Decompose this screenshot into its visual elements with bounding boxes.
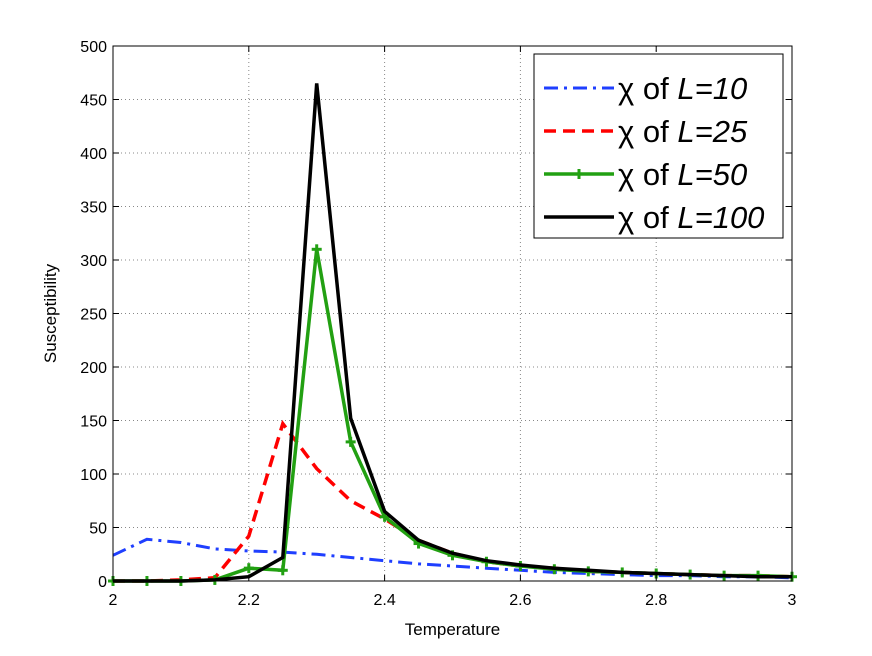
series-point-2 — [243, 563, 254, 574]
series-line-3 — [113, 83, 792, 583]
y-tick-label: 0 — [98, 574, 107, 591]
legend-label: χ of L=25 — [618, 114, 748, 149]
legend-label: χ of L=10 — [618, 71, 747, 106]
y-tick-label: 400 — [80, 146, 107, 163]
legend-label: χ of L=100 — [618, 200, 764, 235]
axis-ticks: 2 2.2 2.4 2.6 2.8 3 0 50 100 150 200 250 300 350 400 45… — [80, 39, 796, 609]
legend-entry-2: χ of L=50 — [544, 157, 747, 192]
series-line-2 — [113, 248, 793, 583]
legend: χ of L=10 χ of L=25 χ of L=50 χ of L=100 — [533, 53, 784, 239]
y-tick-label: 50 — [89, 521, 107, 538]
x-tick-label: 2 — [109, 592, 118, 609]
series-point-2 — [311, 244, 322, 255]
y-tick-label: 200 — [80, 360, 107, 377]
x-tick-label: 2.6 — [509, 592, 531, 609]
series-point-2 — [277, 565, 288, 576]
legend-entry-3: χ of L=100 — [544, 200, 764, 235]
y-axis-label: Susceptibility — [41, 263, 60, 363]
legend-entry-1: χ of L=25 — [544, 114, 748, 149]
x-tick-label: 2.4 — [373, 592, 395, 609]
legend-box — [533, 53, 784, 239]
x-tick-label: 2.8 — [645, 592, 667, 609]
series-layer — [108, 83, 797, 586]
series-line-1 — [113, 419, 793, 583]
series-point-2 — [345, 436, 356, 447]
y-tick-label: 500 — [80, 39, 107, 56]
y-tick-label: 300 — [80, 253, 107, 270]
y-tick-label: 450 — [80, 93, 107, 110]
y-tick-label: 100 — [80, 467, 107, 484]
y-tick-label: 350 — [80, 200, 107, 217]
x-tick-label: 3 — [788, 592, 797, 609]
x-axis-label: Temperature — [405, 620, 500, 639]
legend-entry-0: χ of L=10 — [544, 71, 747, 106]
legend-label: χ of L=50 — [618, 157, 747, 192]
y-tick-label: 250 — [80, 307, 107, 324]
y-tick-label: 150 — [80, 414, 107, 431]
x-tick-label: 2.2 — [238, 592, 260, 609]
